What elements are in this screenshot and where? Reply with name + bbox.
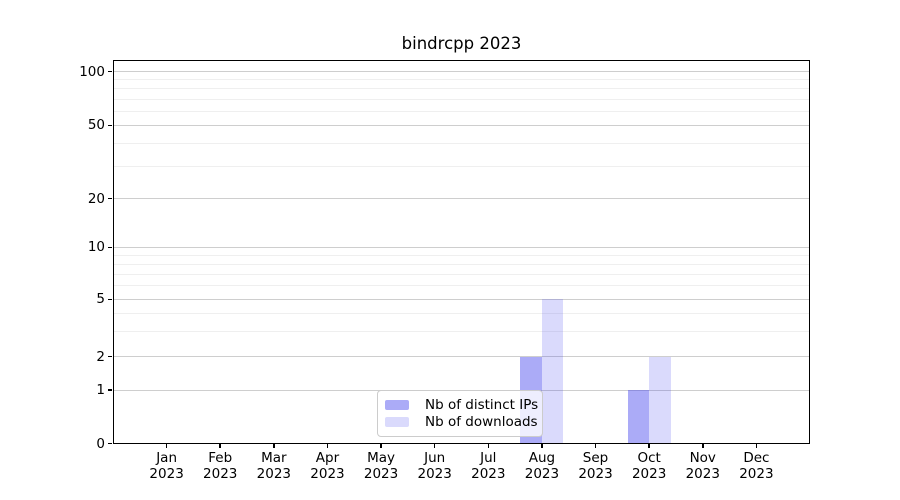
bar-nb-of-distinct-ips	[627, 390, 650, 444]
y-tick	[108, 70, 112, 73]
minor-gridline	[113, 273, 810, 275]
x-tick-label: Jul 2023	[471, 450, 506, 482]
y-tick-label: 0	[96, 435, 105, 452]
major-gridline	[113, 356, 810, 358]
legend-row: Nb of downloads	[385, 414, 538, 431]
minor-gridline	[113, 110, 810, 112]
x-tick	[755, 444, 758, 448]
x-tick-label: Dec 2023	[739, 450, 774, 482]
x-tick	[433, 444, 436, 448]
y-tick-label: 1	[96, 382, 105, 398]
x-tick-label: Jun 2023	[417, 450, 452, 482]
y-tick-label: 20	[87, 190, 105, 207]
legend-row: Nb of distinct IPs	[385, 396, 539, 413]
minor-gridline	[113, 98, 810, 100]
legend-swatch	[385, 417, 409, 428]
x-tick	[487, 444, 490, 448]
x-tick	[219, 444, 221, 448]
x-tick	[326, 444, 329, 448]
x-tick	[273, 444, 275, 448]
y-tick	[108, 197, 112, 200]
bar-nb-of-downloads	[649, 356, 671, 444]
x-tick-label: Aug 2023	[524, 450, 560, 482]
y-tick-label: 5	[96, 291, 105, 308]
minor-gridline	[113, 285, 810, 287]
axes-spines	[113, 60, 810, 444]
legend-swatch	[385, 399, 409, 410]
minor-gridline	[113, 88, 810, 90]
minor-gridline	[113, 254, 810, 256]
x-tick	[165, 444, 168, 448]
minor-gridline	[113, 79, 810, 81]
y-tick	[108, 389, 112, 391]
y-tick	[108, 246, 112, 249]
x-tick	[380, 444, 382, 448]
y-tick-label: 2	[96, 348, 105, 365]
y-tick-label: 100	[79, 63, 105, 80]
minor-gridline	[113, 165, 810, 167]
major-gridline	[113, 198, 810, 200]
minor-gridline	[113, 330, 810, 332]
x-tick-label: Sep 2023	[578, 450, 613, 482]
y-tick	[108, 442, 112, 445]
x-tick	[594, 444, 597, 448]
major-gridline	[113, 71, 810, 73]
chart-title: bindrcpp 2023	[401, 34, 522, 53]
bar-nb-of-downloads	[541, 299, 564, 444]
x-tick-label: Nov 2023	[685, 450, 720, 482]
x-tick-label: Feb 2023	[203, 450, 238, 482]
minor-gridline	[113, 263, 810, 265]
x-tick-label: Apr 2023	[310, 450, 345, 482]
plot-area: 0 1 2 5 10 20 50 100 Jan 2023 Feb 2023 Mar 2023 Apr…	[79, 60, 810, 481]
x-tick	[541, 444, 543, 448]
legend-label: Nb of downloads	[425, 414, 538, 431]
major-gridline	[113, 124, 810, 126]
y-tick	[108, 298, 112, 301]
major-gridline	[113, 298, 810, 300]
legend-label: Nb of distinct IPs	[425, 396, 539, 413]
x-tick-label: Oct 2023	[631, 450, 667, 482]
y-tick	[108, 355, 112, 358]
x-tick-label: Jan 2023	[149, 450, 184, 482]
y-tick	[108, 124, 112, 127]
y-tick-label: 10	[87, 239, 105, 256]
major-gridline	[113, 246, 810, 248]
x-tick	[702, 444, 704, 448]
x-tick	[648, 444, 650, 448]
x-tick-label: Mar 2023	[256, 450, 292, 482]
x-tick-label: May 2023	[363, 450, 399, 482]
y-tick-label: 50	[87, 117, 105, 134]
minor-gridline	[113, 312, 810, 314]
minor-gridline	[113, 142, 810, 144]
legend: Nb of distinct IPs Nb of downloads	[377, 390, 543, 437]
